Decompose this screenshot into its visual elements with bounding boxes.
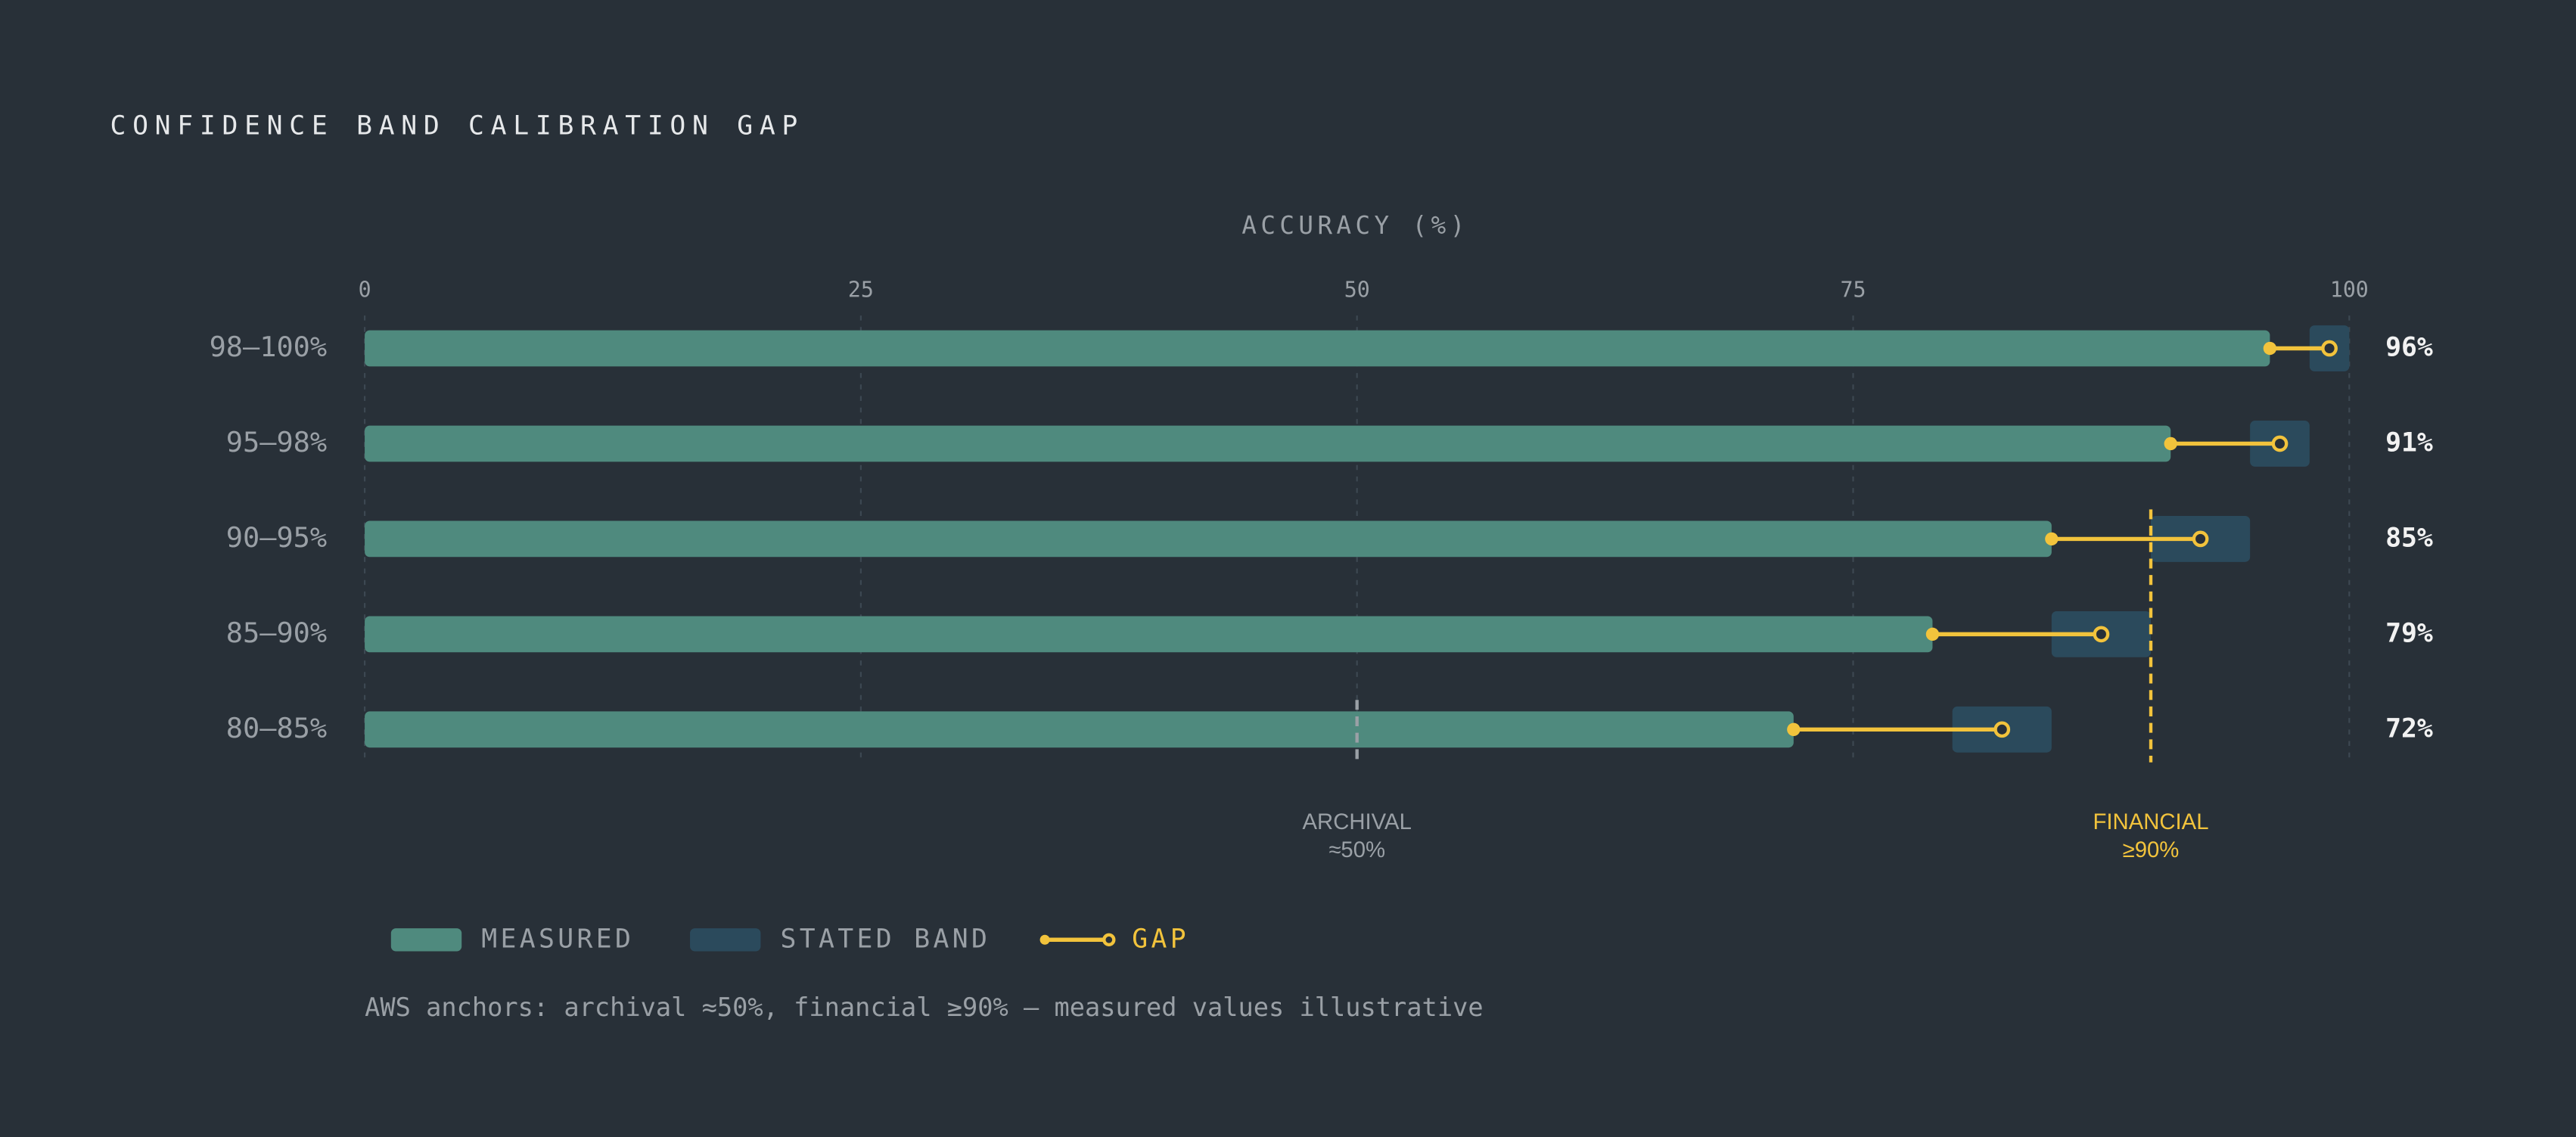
legend-label: STATED BAND bbox=[780, 924, 990, 954]
legend-swatch bbox=[1039, 934, 1050, 945]
legend-label: GAP bbox=[1132, 924, 1189, 954]
value-label: 85% bbox=[2385, 523, 2433, 553]
gap-start bbox=[2045, 532, 2059, 546]
legend-swatch bbox=[390, 928, 462, 952]
gap-end bbox=[1993, 721, 2011, 738]
x-axis-label: ACCURACY (%) bbox=[1241, 211, 1468, 240]
measured-bar bbox=[365, 425, 2171, 462]
category-label: 90–95% bbox=[226, 521, 327, 554]
category-label: 95–98% bbox=[226, 426, 327, 458]
measured-bar bbox=[365, 711, 1794, 748]
value-label: 91% bbox=[2385, 427, 2433, 458]
reference-name: FINANCIAL bbox=[2093, 809, 2208, 834]
reference-name: ARCHIVAL bbox=[1303, 809, 1412, 834]
gap-end bbox=[2093, 626, 2110, 643]
chart-title: CONFIDENCE BAND CALIBRATION GAP bbox=[110, 110, 804, 141]
measured-bar bbox=[365, 520, 2052, 558]
x-tick-label: 25 bbox=[848, 278, 874, 303]
category-label: 80–85% bbox=[226, 712, 327, 744]
measured-bar bbox=[365, 330, 2270, 367]
reference-label: ≈50% bbox=[1328, 837, 1385, 862]
gap-start bbox=[2164, 436, 2177, 451]
legend-swatch bbox=[690, 928, 761, 952]
gap-end bbox=[2321, 340, 2338, 357]
value-label: 79% bbox=[2385, 618, 2433, 648]
measured-bar bbox=[365, 616, 1933, 653]
gap-start bbox=[2263, 341, 2277, 356]
value-label: 96% bbox=[2385, 333, 2433, 363]
legend-label: MEASURED bbox=[481, 924, 634, 954]
x-tick-label: 75 bbox=[1841, 278, 1866, 303]
x-tick-label: 50 bbox=[1344, 278, 1370, 303]
x-tick-label: 0 bbox=[359, 278, 371, 303]
gap-start bbox=[1787, 722, 1801, 736]
x-tick-label: 100 bbox=[2330, 278, 2369, 303]
gap-start bbox=[1925, 627, 1940, 642]
reference-label: ≥90% bbox=[2123, 837, 2180, 862]
gap-end bbox=[2192, 530, 2209, 548]
category-label: 85–90% bbox=[226, 617, 327, 649]
gap-end bbox=[2271, 435, 2289, 452]
category-label: 98–100% bbox=[210, 331, 328, 363]
footnote: AWS anchors: archival ≈50%, financial ≥9… bbox=[365, 993, 1484, 1022]
legend-swatch bbox=[1102, 933, 1116, 946]
value-label: 72% bbox=[2385, 713, 2433, 744]
